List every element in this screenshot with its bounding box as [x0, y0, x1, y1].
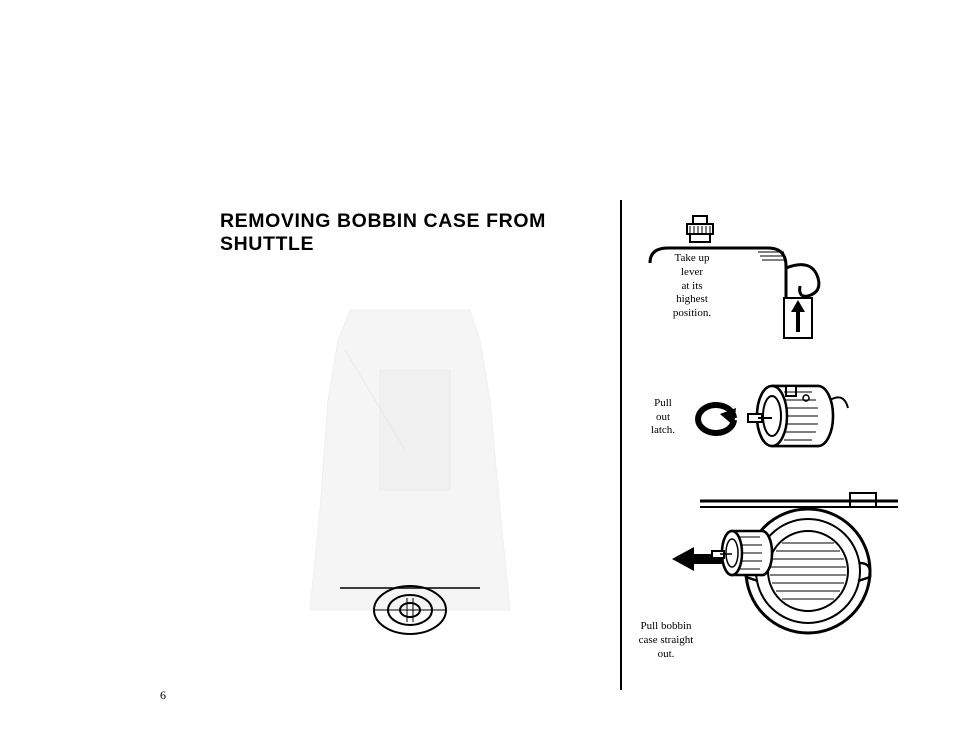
figure-3-row [640, 483, 942, 643]
shuttle-removal-illustration [640, 483, 900, 643]
page-title: REMOVING BOBBIN CASE FROM SHUTTLE [220, 210, 620, 256]
page-number: 6 [160, 688, 166, 703]
figure-2-row: Pull out latch. [640, 370, 942, 465]
figure-1-label: Take up lever at its highest position. [662, 252, 722, 321]
manual-page: REMOVING BOBBIN CASE FROM SHUTTLE [0, 0, 954, 755]
right-column: Take up lever at its highest position. P… [622, 200, 942, 730]
figure-3-label: Pull bobbin case straight out. [626, 620, 706, 661]
sewing-machine-illustration [270, 280, 550, 660]
bobbin-case-latch-illustration [692, 370, 862, 465]
left-column: REMOVING BOBBIN CASE FROM SHUTTLE [0, 200, 620, 730]
figure-2-label: Pull out latch. [640, 397, 686, 438]
content-area: REMOVING BOBBIN CASE FROM SHUTTLE [0, 200, 954, 730]
